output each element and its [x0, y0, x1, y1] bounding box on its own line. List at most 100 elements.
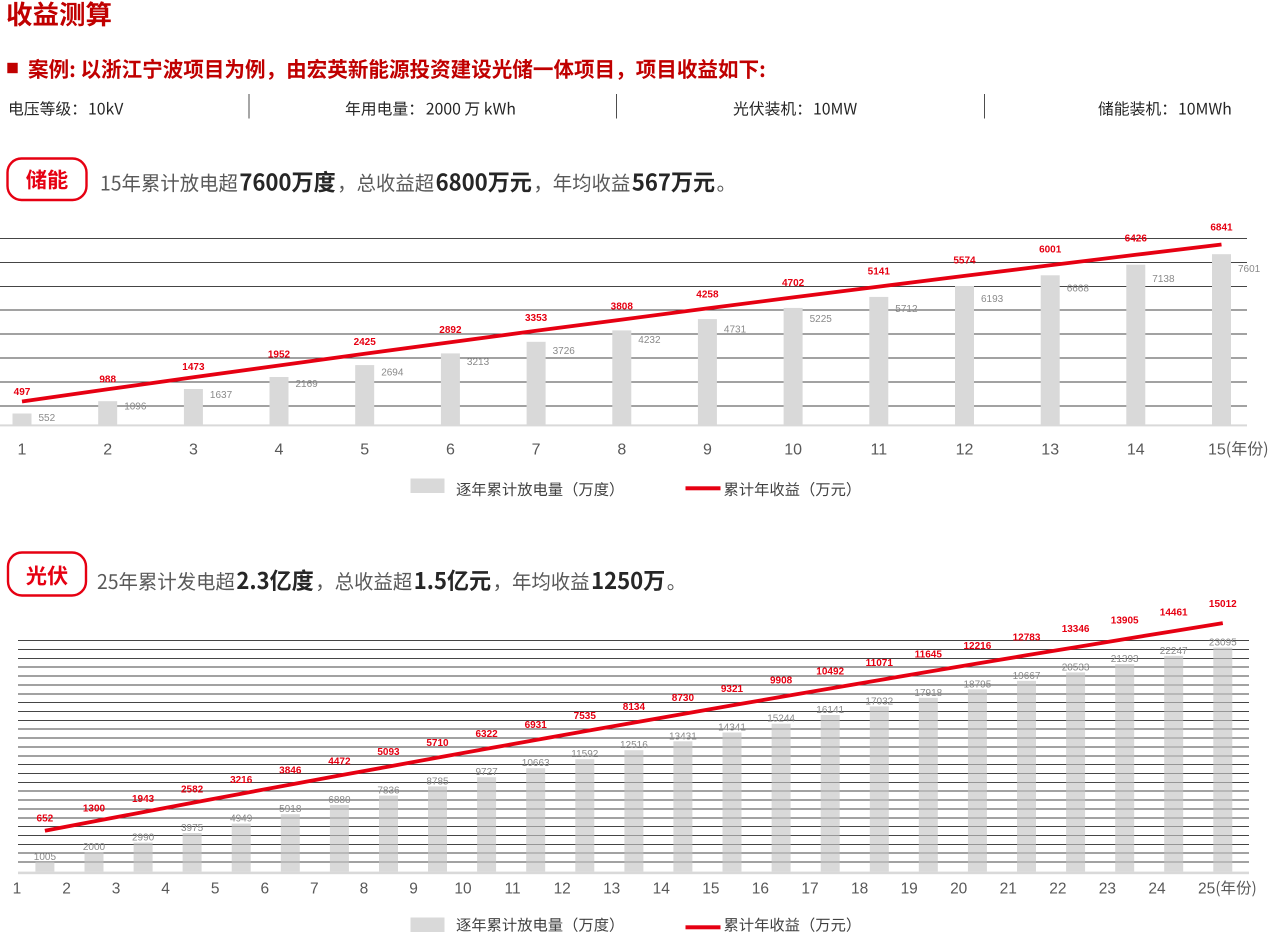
svg-text:9321: 9321 — [721, 684, 744, 695]
svg-text:17: 17 — [801, 881, 818, 898]
svg-text:20: 20 — [950, 881, 968, 898]
svg-text:6426: 6426 — [1125, 233, 1148, 244]
svg-text:7836: 7836 — [377, 786, 400, 797]
svg-text:10: 10 — [454, 881, 472, 898]
svg-text:7138: 7138 — [1152, 274, 1175, 285]
svg-text:4472: 4472 — [328, 756, 351, 767]
svg-text:15244: 15244 — [767, 714, 795, 725]
svg-text:7601: 7601 — [1238, 264, 1261, 275]
svg-text:6841: 6841 — [1210, 223, 1233, 234]
svg-text:13: 13 — [603, 881, 620, 898]
svg-text:5710: 5710 — [426, 738, 449, 749]
svg-text:4702: 4702 — [782, 278, 805, 289]
svg-text:2169: 2169 — [296, 379, 319, 390]
svg-text:3975: 3975 — [181, 823, 204, 834]
svg-text:3846: 3846 — [279, 766, 302, 777]
svg-text:5918: 5918 — [279, 804, 302, 815]
svg-text:1952: 1952 — [268, 349, 291, 360]
svg-text:23: 23 — [1099, 881, 1116, 898]
svg-text:8: 8 — [360, 881, 369, 898]
svg-text:18: 18 — [851, 881, 868, 898]
svg-text:2582: 2582 — [181, 785, 204, 796]
svg-text:2: 2 — [103, 442, 112, 459]
svg-text:19667: 19667 — [1013, 671, 1041, 682]
svg-text:13: 13 — [1041, 442, 1059, 459]
svg-text:16: 16 — [752, 881, 769, 898]
svg-text:5141: 5141 — [868, 267, 891, 278]
svg-text:3213: 3213 — [467, 357, 490, 368]
svg-text:9908: 9908 — [770, 675, 793, 686]
svg-text:9727: 9727 — [475, 767, 498, 778]
svg-text:11: 11 — [505, 881, 521, 898]
svg-text:497: 497 — [14, 387, 31, 398]
svg-text:24: 24 — [1148, 881, 1166, 898]
svg-text:17918: 17918 — [914, 688, 942, 699]
svg-text:4: 4 — [161, 881, 170, 898]
svg-text:6931: 6931 — [525, 720, 548, 731]
svg-text:14461: 14461 — [1160, 607, 1188, 618]
svg-text:12783: 12783 — [1013, 632, 1041, 643]
svg-text:7: 7 — [532, 442, 541, 459]
svg-text:11: 11 — [870, 442, 887, 459]
svg-text:3: 3 — [189, 442, 198, 459]
svg-text:988: 988 — [99, 374, 116, 385]
svg-text:5574: 5574 — [953, 256, 976, 267]
svg-text:1: 1 — [13, 881, 22, 898]
svg-text:6193: 6193 — [981, 294, 1004, 305]
svg-text:17032: 17032 — [865, 696, 893, 707]
svg-text:6322: 6322 — [475, 729, 498, 740]
svg-text:1096: 1096 — [124, 402, 147, 413]
svg-text:1943: 1943 — [132, 794, 155, 805]
svg-text:23095: 23095 — [1209, 638, 1237, 649]
svg-text:4949: 4949 — [230, 814, 253, 825]
svg-text:552: 552 — [39, 413, 56, 424]
svg-text:22247: 22247 — [1160, 646, 1188, 657]
svg-text:14: 14 — [653, 881, 671, 898]
svg-text:8785: 8785 — [426, 776, 449, 787]
svg-text:1637: 1637 — [210, 390, 233, 401]
svg-text:11592: 11592 — [571, 749, 599, 760]
svg-text:9: 9 — [703, 442, 712, 459]
svg-text:4: 4 — [275, 442, 284, 459]
svg-text:12: 12 — [956, 442, 974, 459]
svg-text:2694: 2694 — [381, 368, 404, 379]
svg-text:9: 9 — [409, 881, 418, 898]
svg-text:3726: 3726 — [553, 346, 576, 357]
svg-text:13431: 13431 — [669, 731, 697, 742]
svg-text:5225: 5225 — [810, 314, 833, 325]
svg-text:5: 5 — [360, 442, 369, 459]
svg-text:13346: 13346 — [1062, 624, 1090, 635]
svg-text:1473: 1473 — [182, 362, 205, 373]
svg-text:8: 8 — [617, 442, 626, 459]
svg-text:16141: 16141 — [816, 705, 844, 716]
svg-text:10: 10 — [784, 442, 802, 459]
svg-text:11645: 11645 — [915, 649, 943, 660]
svg-text:3808: 3808 — [611, 301, 634, 312]
svg-text:6001: 6001 — [1039, 244, 1062, 255]
svg-text:11071: 11071 — [866, 658, 894, 669]
svg-text:5093: 5093 — [377, 747, 400, 758]
svg-text:12: 12 — [554, 881, 571, 898]
svg-text:8730: 8730 — [672, 693, 695, 704]
svg-text:1005: 1005 — [34, 852, 57, 863]
svg-text:1: 1 — [18, 442, 27, 459]
svg-text:10492: 10492 — [816, 667, 844, 678]
svg-text:2892: 2892 — [439, 325, 462, 336]
svg-text:4232: 4232 — [638, 335, 661, 346]
svg-text:1300: 1300 — [83, 804, 106, 815]
svg-text:15: 15 — [1208, 442, 1226, 459]
svg-text:8134: 8134 — [623, 702, 646, 713]
svg-text:10663: 10663 — [522, 758, 550, 769]
svg-text:4258: 4258 — [696, 290, 719, 301]
svg-text:3: 3 — [112, 881, 121, 898]
svg-text:2425: 2425 — [354, 337, 377, 348]
svg-text:5: 5 — [211, 881, 220, 898]
svg-text:2: 2 — [62, 881, 71, 898]
svg-text:25: 25 — [1198, 881, 1215, 898]
svg-text:13905: 13905 — [1111, 616, 1139, 627]
svg-text:22: 22 — [1049, 881, 1066, 898]
svg-text:3216: 3216 — [230, 775, 253, 786]
svg-text:652: 652 — [37, 813, 54, 824]
svg-text:15: 15 — [702, 881, 719, 898]
svg-text:6668: 6668 — [1067, 284, 1090, 295]
